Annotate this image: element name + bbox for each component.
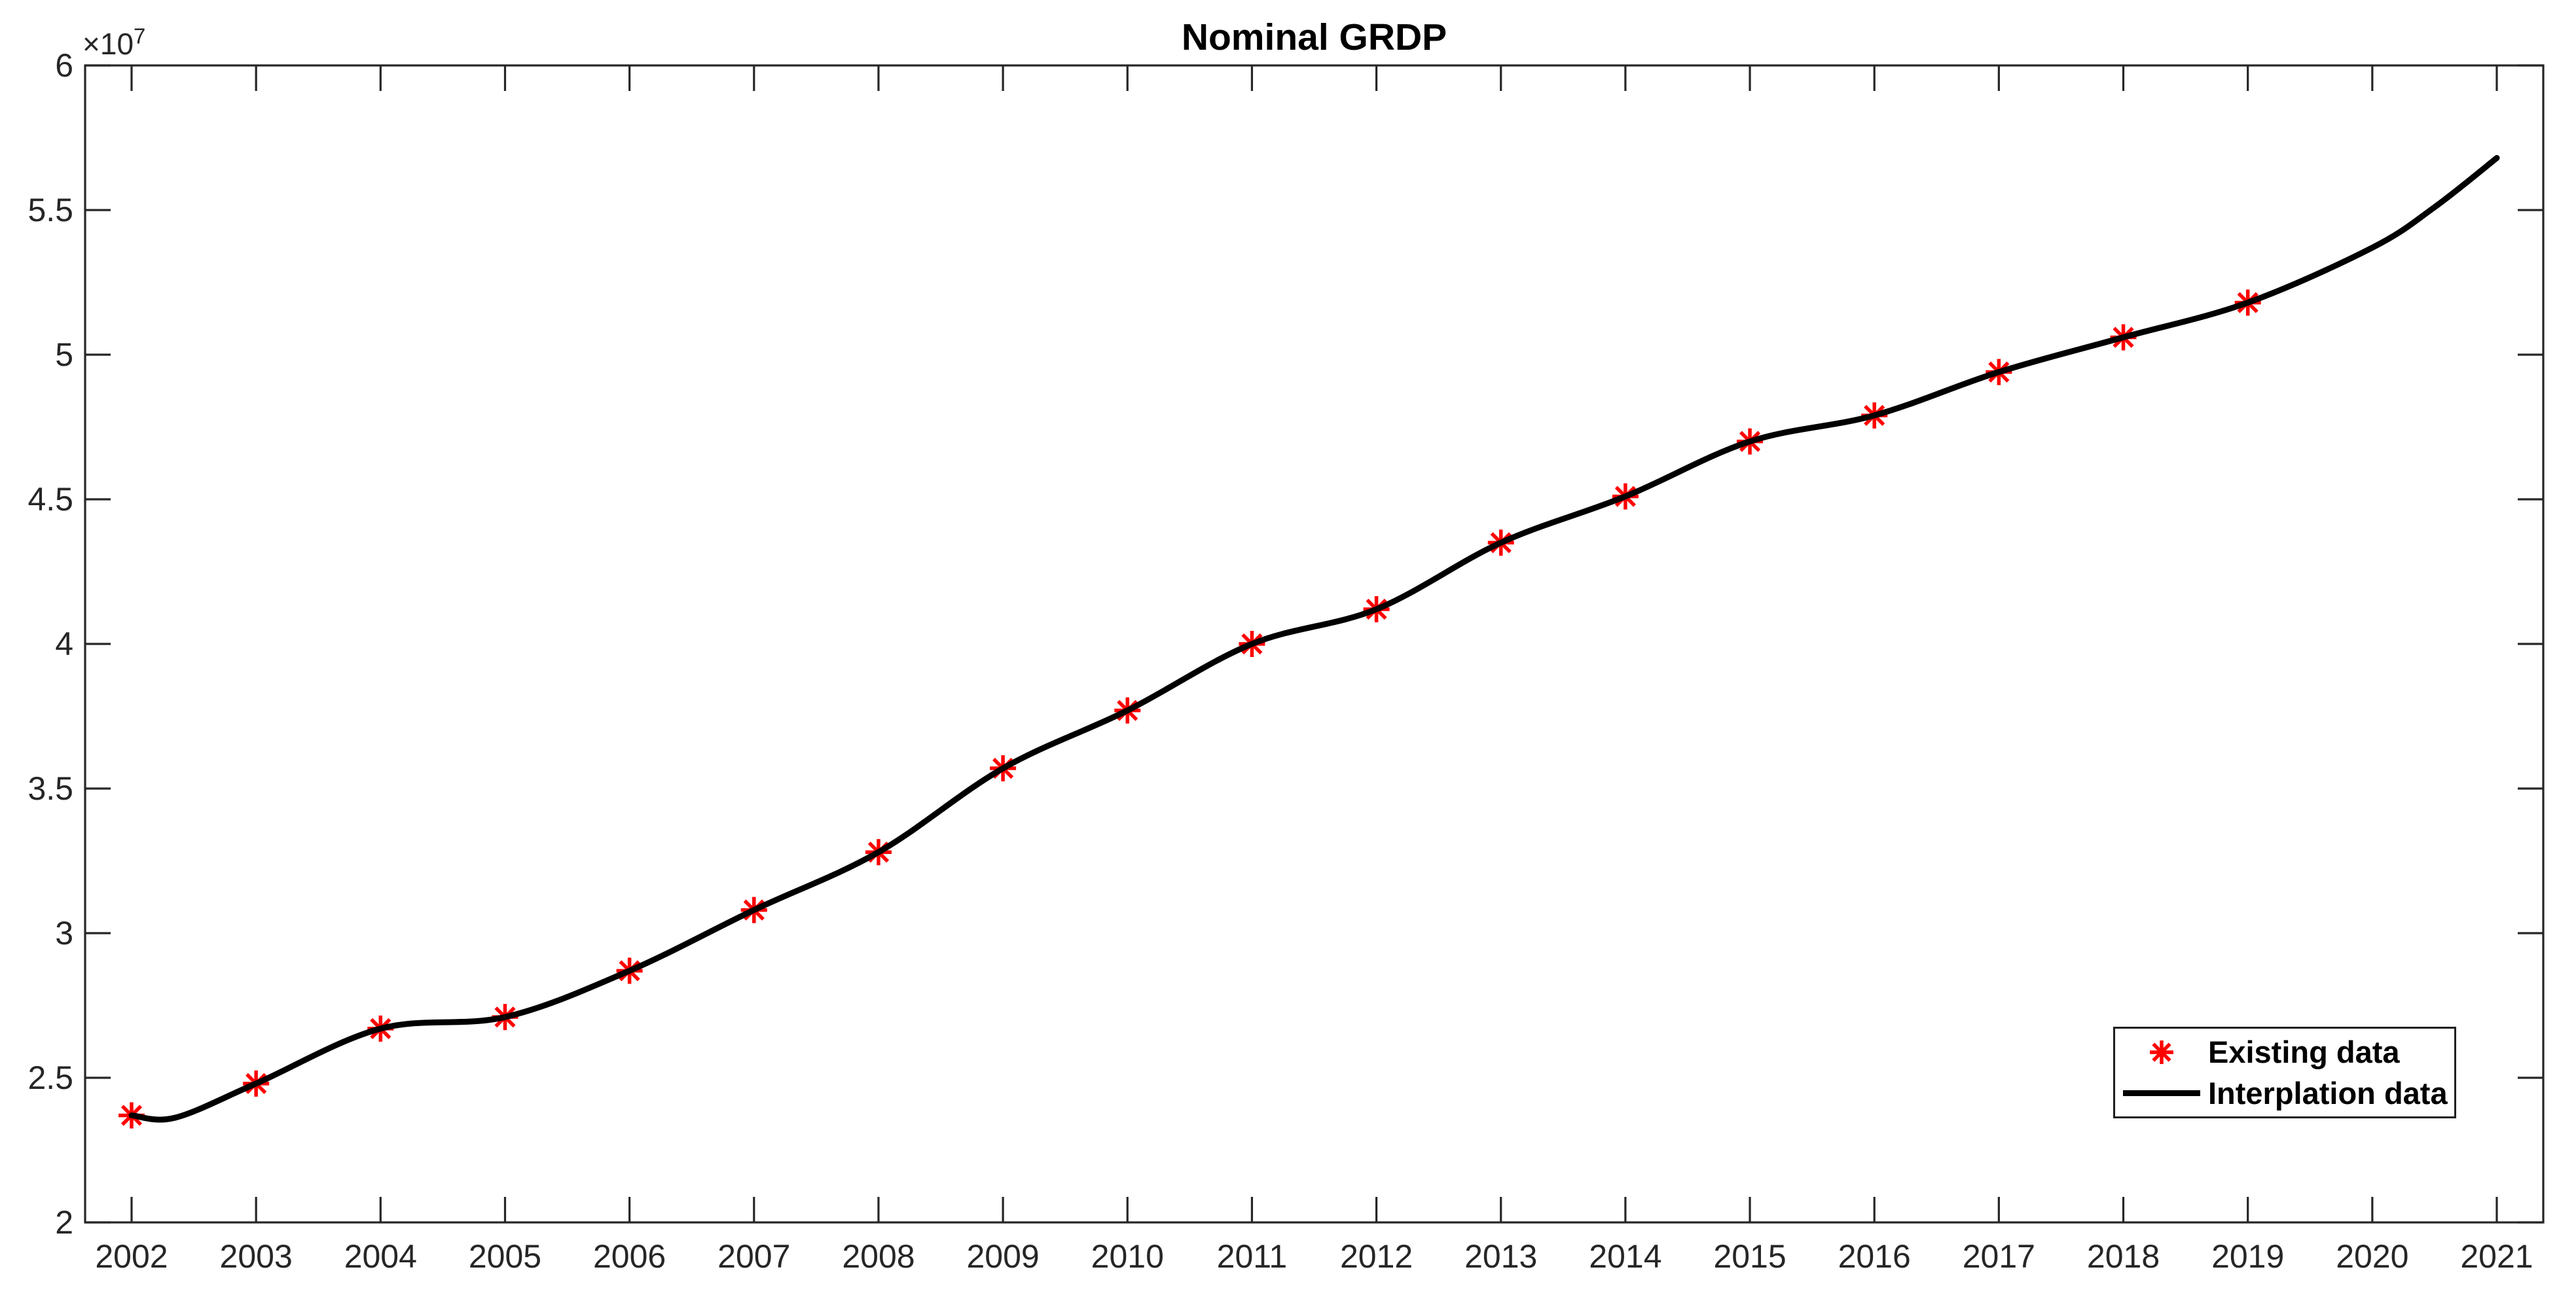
x-tick-label-2012: 2012 bbox=[1340, 1238, 1413, 1275]
x-tick-label-2003: 2003 bbox=[220, 1238, 293, 1275]
x-tick-label-2007: 2007 bbox=[717, 1238, 790, 1275]
y-axis-multiplier-exponent: 7 bbox=[134, 24, 146, 48]
legend-item-existing-data: Existing data bbox=[2115, 1032, 2454, 1073]
legend: Existing data Interplation data bbox=[2113, 1027, 2456, 1118]
black-line-icon bbox=[2115, 1090, 2208, 1096]
x-tick-label-2013: 2013 bbox=[1464, 1238, 1537, 1275]
x-tick-label-2002: 2002 bbox=[95, 1238, 168, 1275]
y-tick-label-5: 5 bbox=[55, 336, 73, 373]
y-tick-label-2: 2 bbox=[55, 1204, 73, 1241]
y-tick-label-3.5: 3.5 bbox=[27, 770, 73, 807]
x-tick-label-2021: 2021 bbox=[2460, 1238, 2533, 1275]
y-axis-multiplier: ×107 bbox=[82, 26, 145, 62]
y-tick-label-4.5: 4.5 bbox=[27, 481, 73, 518]
x-tick-label-2008: 2008 bbox=[842, 1238, 915, 1275]
x-tick-label-2005: 2005 bbox=[469, 1238, 541, 1275]
x-tick-label-2009: 2009 bbox=[966, 1238, 1039, 1275]
x-tick-label-2010: 2010 bbox=[1091, 1238, 1164, 1275]
red-asterisk-icon bbox=[2115, 1037, 2208, 1068]
x-tick-label-2020: 2020 bbox=[2336, 1238, 2408, 1275]
x-tick-label-2004: 2004 bbox=[344, 1238, 417, 1275]
legend-item-interpolation-data: Interplation data bbox=[2115, 1073, 2454, 1113]
y-tick-label-3: 3 bbox=[55, 915, 73, 951]
y-tick-label-6: 6 bbox=[55, 47, 73, 84]
x-tick-label-2017: 2017 bbox=[1963, 1238, 2035, 1275]
y-tick-label-2.5: 2.5 bbox=[27, 1059, 73, 1096]
legend-label-interpolation-data: Interplation data bbox=[2208, 1075, 2448, 1110]
y-tick-label-5.5: 5.5 bbox=[27, 192, 73, 228]
interpolation-curve bbox=[128, 154, 2500, 1123]
x-tick-label-2011: 2011 bbox=[1217, 1238, 1288, 1275]
legend-label-existing-data: Existing data bbox=[2208, 1035, 2400, 1070]
x-tick-label-2019: 2019 bbox=[2211, 1238, 2284, 1275]
x-tick-label-2014: 2014 bbox=[1589, 1238, 1661, 1275]
y-tick-label-4: 4 bbox=[55, 626, 73, 662]
x-tick-label-2018: 2018 bbox=[2087, 1238, 2160, 1275]
x-tick-label-2015: 2015 bbox=[1713, 1238, 1786, 1275]
x-tick-label-2006: 2006 bbox=[593, 1238, 666, 1275]
y-axis-multiplier-base: ×10 bbox=[82, 27, 134, 61]
chart-title: Nominal GRDP bbox=[1181, 16, 1447, 58]
x-tick-label-2016: 2016 bbox=[1838, 1238, 1911, 1275]
